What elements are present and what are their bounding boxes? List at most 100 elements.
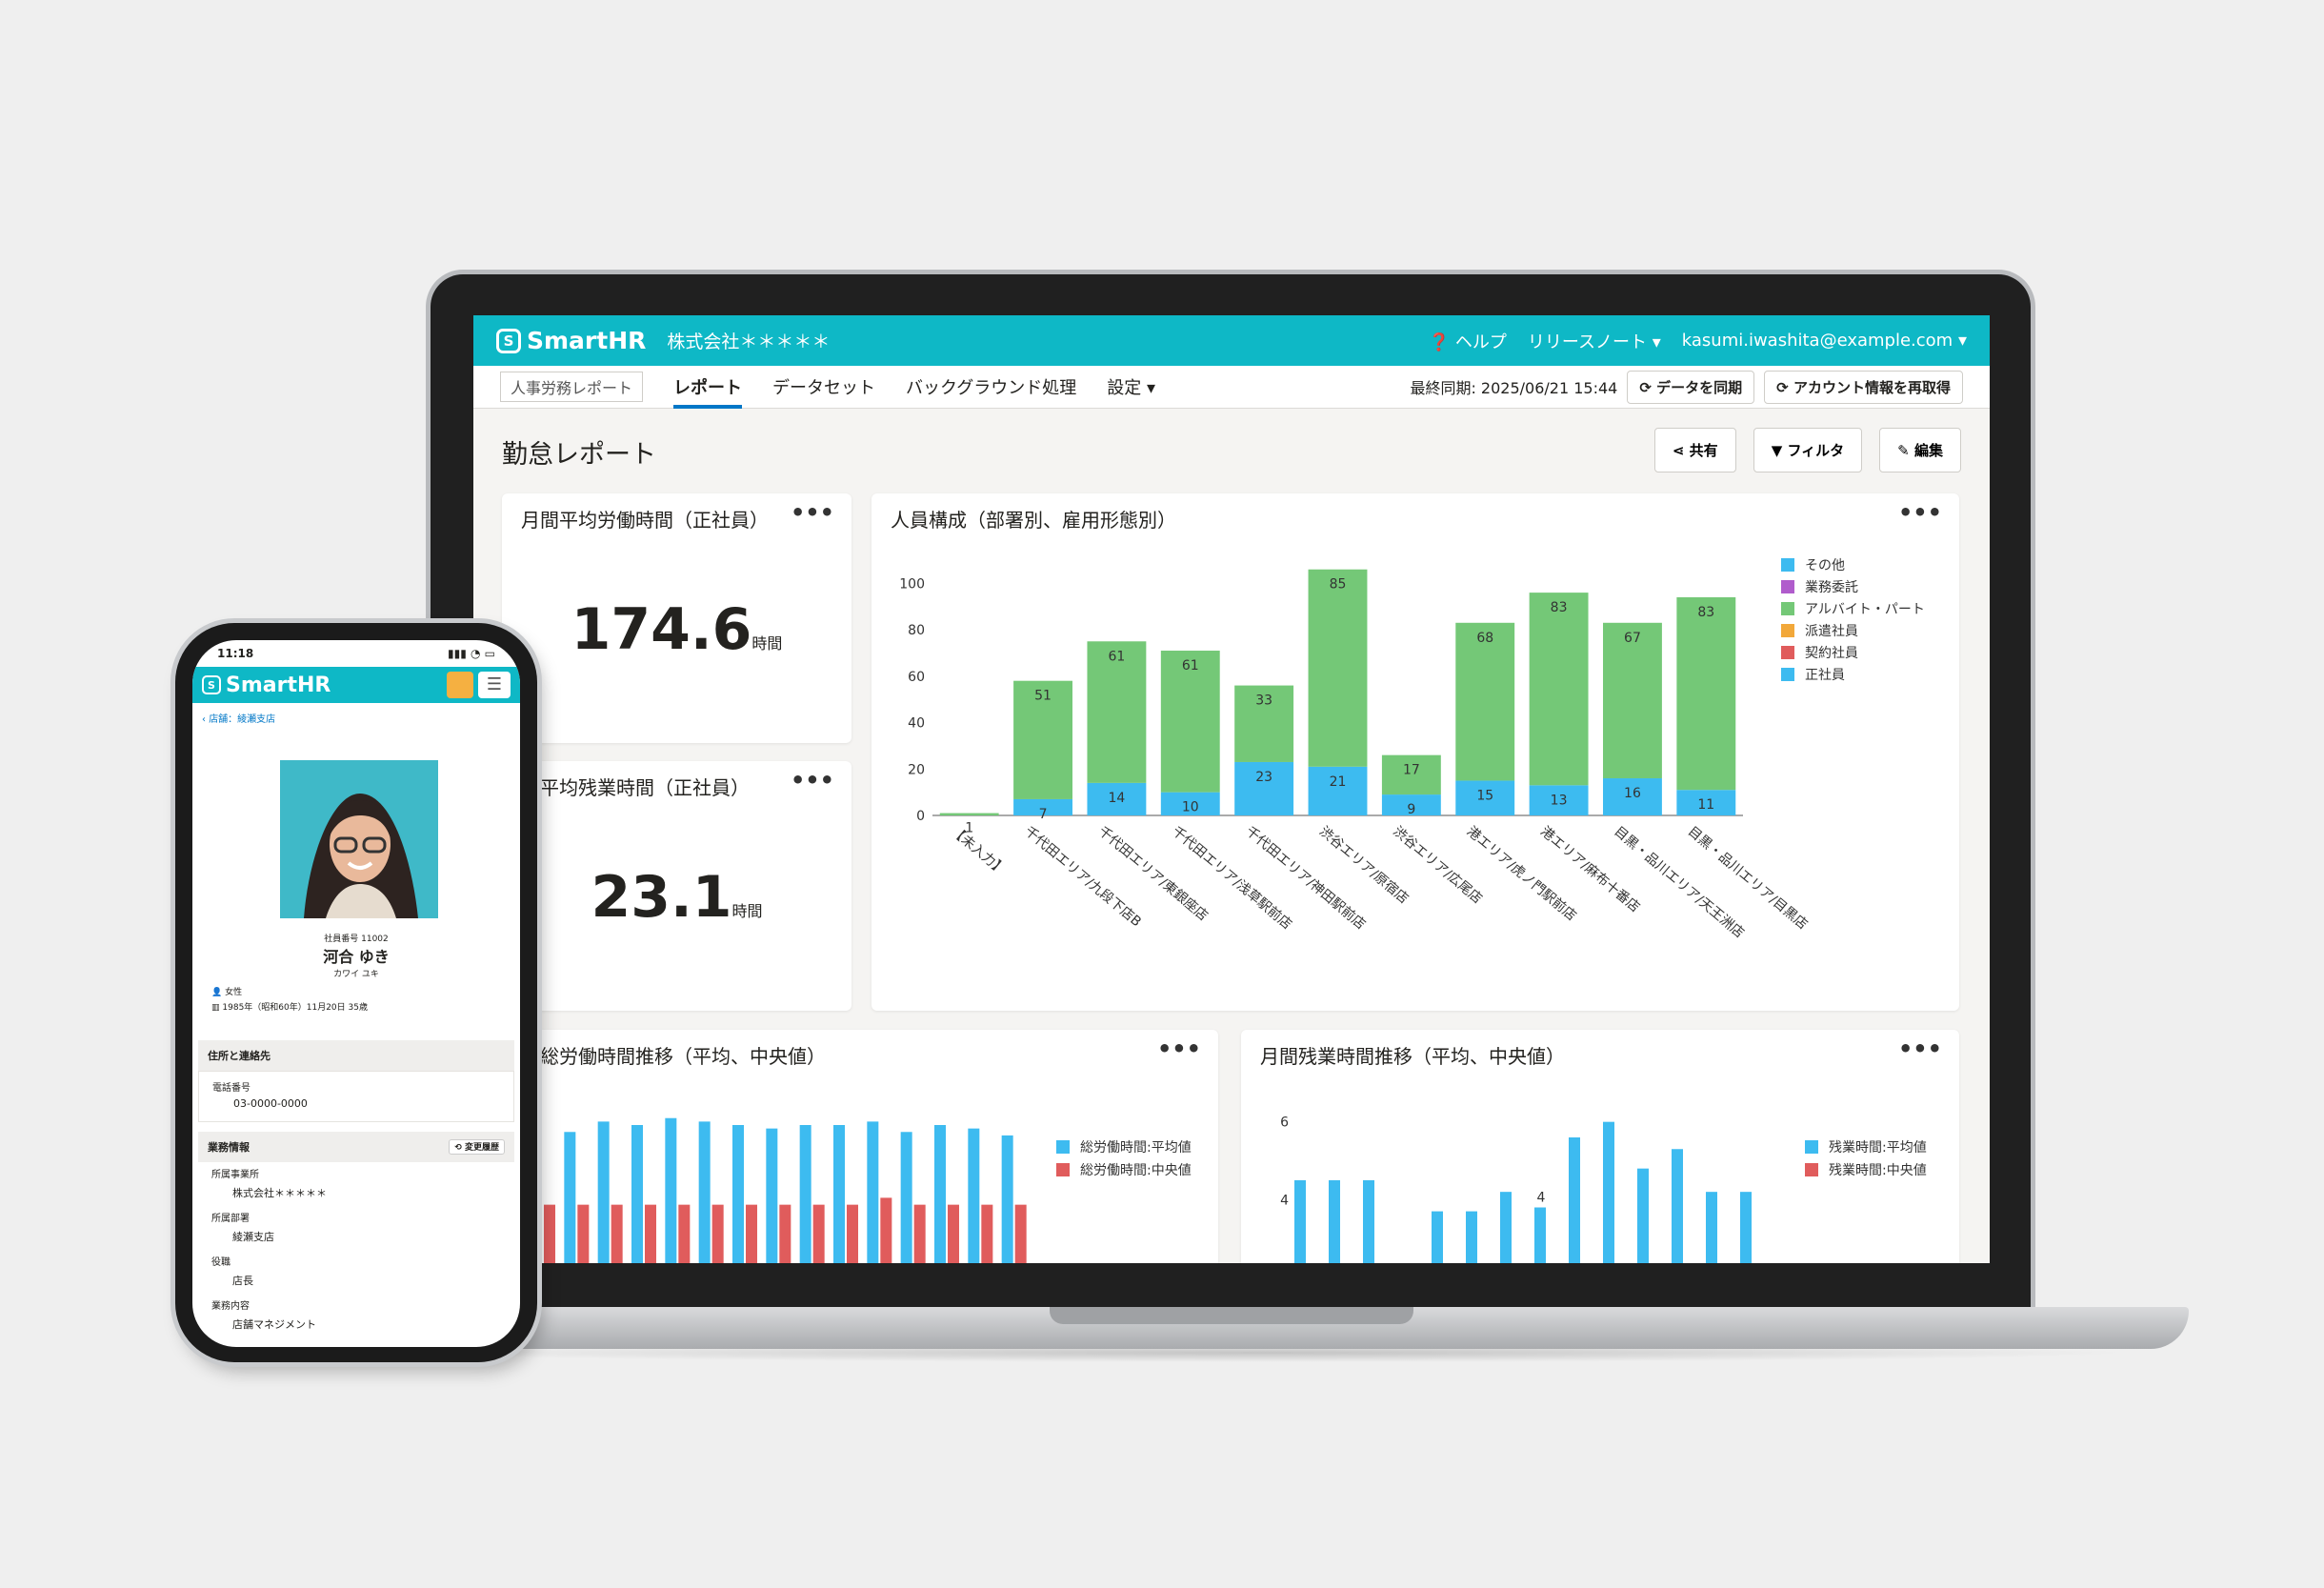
history-label: 変更履歴 [464, 1143, 499, 1153]
data-label: 1 [965, 821, 973, 836]
tab-report[interactable]: レポート [673, 374, 743, 409]
share-icon: ⋖ [1672, 441, 1685, 459]
share-button[interactable]: ⋖ 共有 [1653, 428, 1736, 472]
chart-bar [968, 1128, 980, 1263]
employee-kana: カワイ ユキ [333, 970, 379, 979]
chart-bar [564, 1132, 576, 1263]
portrait-image [280, 760, 438, 918]
chart-bar [1014, 1204, 1027, 1263]
release-notes-menu[interactable]: リリースノート ▾ [1528, 329, 1661, 353]
data-label: 15 [1476, 788, 1493, 803]
status-time: 11:18 [217, 647, 254, 660]
laptop-screen: S SmartHR 株式会社＊＊＊＊＊ ❓ ヘルプ リリースノート ▾ kasum… [473, 315, 1990, 1263]
history-button[interactable]: ⟲ 変更履歴 [449, 1139, 505, 1155]
legend-swatch [1056, 1163, 1070, 1176]
chevron-down-icon: ▾ [1147, 378, 1156, 398]
y-tick-label: 100 [899, 576, 925, 592]
phone-header: S SmartHR ☰ [192, 667, 520, 703]
refetch-button[interactable]: ⟳ アカウント情報を再取得 [1764, 370, 1963, 404]
chart-bar [1160, 792, 1220, 815]
more-icon[interactable]: ••• [1897, 1035, 1942, 1062]
more-icon[interactable]: ••• [790, 499, 834, 526]
chart-bar [1534, 1207, 1546, 1263]
user-menu[interactable]: kasumi.iwashita@example.com ▾ [1682, 331, 1967, 351]
chart-bar [1603, 1121, 1614, 1263]
field-value: 店長 [232, 1275, 253, 1287]
laptop-notch [1050, 1307, 1413, 1324]
kpi-value: 174.6時間 [502, 596, 851, 663]
company-name: 株式会社＊＊＊＊＊ [667, 332, 831, 352]
legend-swatch [1781, 580, 1794, 593]
card-title: 月間残業時間推移（平均、中央値） [1260, 1045, 1565, 1068]
report-category-chip[interactable]: 人事労務レポート [500, 372, 644, 402]
chart-bar [1455, 780, 1515, 815]
tab-background[interactable]: バックグラウンド処理 [906, 378, 1077, 398]
x-tick-label: 【未入力】 [948, 824, 1009, 878]
chart-bar [1308, 766, 1368, 815]
user-email: kasumi.iwashita@example.com [1681, 331, 1953, 351]
field-label: 所属事業所 [211, 1170, 259, 1180]
refresh-icon: ⟳ [1639, 378, 1652, 396]
data-label: 7 [1039, 807, 1048, 822]
notification-icon[interactable] [447, 672, 473, 698]
chevron-down-icon: ▾ [1957, 331, 1967, 351]
section-work: 業務情報 ⟲ 変更履歴 [198, 1132, 514, 1162]
edit-button[interactable]: ✎ 編集 [1879, 428, 1961, 472]
chart-bar [867, 1121, 879, 1263]
legend-label: 契約社員 [1805, 646, 1858, 661]
chart-bar [665, 1117, 677, 1263]
filter-button[interactable]: ▼ フィルタ [1753, 428, 1863, 472]
x-tick-label: 千代田エリア/浅草駅前店 [1169, 823, 1295, 933]
chart-card-total-hours: 間総労働時間推移（平均、中央値） ••• 6080総労働時間:平均値総労働時間:… [502, 1030, 1218, 1263]
kpi-card-overtime: 間平均残業時間（正社員） ••• 23.1時間 [502, 761, 851, 1011]
legend-label: アルバイト・パート [1805, 602, 1925, 617]
back-link[interactable]: ‹ 店舗：綾瀬支店 [192, 703, 520, 733]
chart-bar [1160, 651, 1220, 793]
menu-icon[interactable]: ☰ [478, 672, 511, 698]
profile-photo [280, 760, 438, 918]
settings-label: 設定 [1107, 378, 1142, 398]
chart-bar [1087, 641, 1147, 783]
share-label: 共有 [1689, 442, 1718, 459]
data-label: 23 [1255, 770, 1272, 785]
legend-swatch [1805, 1163, 1818, 1176]
chart-bar [746, 1204, 757, 1263]
legend-label: 総労働時間:平均値 [1080, 1140, 1192, 1156]
last-sync-time: 最終同期: 2025/06/21 15:44 [1410, 379, 1618, 397]
data-label: 85 [1330, 577, 1347, 593]
legend-swatch [1781, 668, 1794, 681]
help-link[interactable]: ❓ ヘルプ [1429, 329, 1507, 353]
refetch-label: アカウント情報を再取得 [1793, 378, 1951, 396]
tab-dataset[interactable]: データセット [772, 378, 876, 398]
headcount-chart: 0 20 40 60 80 100 1【未入力】 7 51 千代田エリア/九段下店B 14 61 千代田… [899, 558, 1925, 941]
legend-swatch [1781, 624, 1794, 637]
chart-bar [939, 813, 999, 815]
data-label: 21 [1330, 774, 1347, 790]
more-icon[interactable]: ••• [790, 767, 834, 794]
edit-label: 編集 [1913, 442, 1943, 459]
more-icon[interactable]: ••• [1156, 1035, 1201, 1062]
chart-bar [1740, 1192, 1752, 1263]
field-value: 株式会社＊＊＊＊＊ [232, 1187, 327, 1199]
app-logo[interactable]: S SmartHR [496, 327, 646, 354]
chart-bar [1500, 1192, 1512, 1263]
chart-bar [1706, 1192, 1717, 1263]
data-label: 83 [1697, 605, 1714, 620]
smarthr-logo-icon: S [496, 328, 521, 353]
chart-card-headcount: 人員構成（部署別、雇用形態別） ••• 0 20 40 60 80 100 1 【未入力】 7 5… [872, 493, 1959, 1011]
chart-bar [1603, 622, 1662, 779]
data-label: 61 [1182, 658, 1199, 673]
back-label: 店舗：綾瀬支店 [209, 714, 276, 725]
section-contact: 住所と連絡先 [198, 1040, 514, 1071]
chart-bar [577, 1204, 590, 1263]
sync-button[interactable]: ⟳ データを同期 [1627, 370, 1755, 404]
data-label: 67 [1624, 631, 1641, 646]
chart-bar [1308, 569, 1368, 767]
tab-settings[interactable]: 設定 ▾ [1107, 374, 1155, 399]
kpi-unit: 時間 [731, 902, 763, 920]
chart-bar [1013, 798, 1072, 815]
more-icon[interactable]: ••• [1897, 499, 1942, 526]
x-tick-label: 目黒・品川エリア/目黒店 [1685, 824, 1811, 933]
